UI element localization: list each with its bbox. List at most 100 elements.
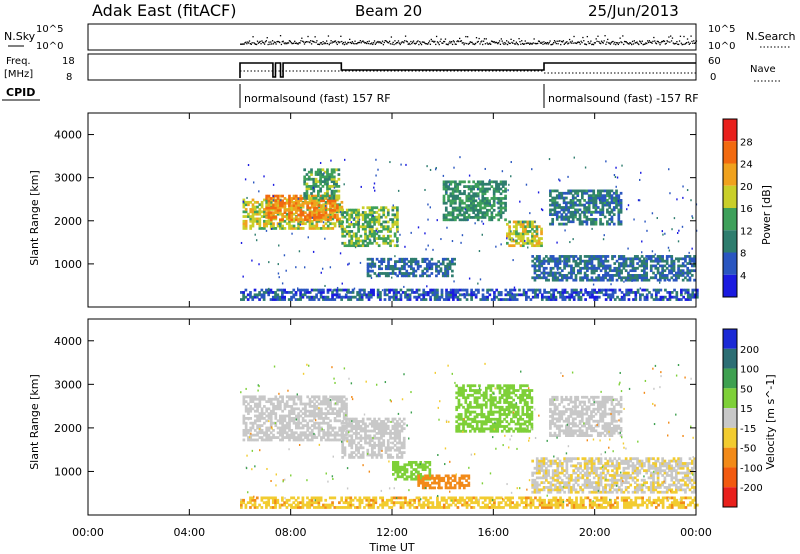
heatmap-cell [333, 186, 336, 189]
heatmap-cell [341, 208, 345, 212]
heatmap-cell [615, 271, 619, 275]
heatmap-cell [470, 187, 473, 191]
heatmap-cell [242, 428, 246, 432]
heatmap-cell [386, 448, 390, 452]
noise-point [453, 41, 455, 43]
heatmap-cell [458, 484, 462, 487]
heatmap-cell [351, 295, 355, 299]
heatmap-cell [465, 291, 469, 294]
noise-point [471, 41, 473, 44]
heatmap-cell [597, 291, 601, 294]
heatmap-cell [338, 412, 341, 416]
heatmap-cell [497, 182, 501, 186]
heatmap-cell [693, 269, 696, 273]
heatmap-cell [624, 262, 628, 265]
noise-point [545, 42, 547, 44]
heatmap-cell [350, 244, 354, 248]
heatmap-cell [482, 222, 485, 225]
heatmap-cell [350, 446, 354, 450]
heatmap-cell [436, 219, 438, 222]
heatmap-cell [357, 222, 360, 226]
noise-point [682, 43, 684, 46]
heatmap-cell [615, 274, 619, 277]
heatmap-cell [373, 262, 377, 266]
heatmap-cell [338, 438, 341, 442]
heatmap-cell [569, 199, 573, 202]
heatmap-cell [391, 427, 395, 431]
heatmap-cell [563, 264, 566, 268]
heatmap-cell [358, 293, 362, 297]
heatmap-cell [389, 244, 392, 248]
heatmap-cell [438, 298, 442, 301]
heatmap-cell [292, 409, 296, 413]
heatmap-cell [577, 291, 581, 294]
heatmap-cell [474, 295, 478, 299]
heatmap-cell [242, 205, 246, 209]
heatmap-cell [303, 288, 307, 292]
heatmap-cell [567, 264, 571, 268]
heatmap-cell [281, 205, 284, 209]
noise-point [267, 43, 269, 46]
heatmap-cell [269, 224, 273, 228]
heatmap-cell [357, 455, 360, 459]
noise-point [600, 40, 603, 42]
heatmap-cell [306, 219, 310, 223]
heatmap-cell [292, 197, 296, 200]
heatmap-cell [329, 222, 332, 226]
heatmap-cell [405, 468, 409, 471]
heatmap-cell [340, 395, 344, 399]
heatmap-cell [632, 291, 635, 294]
heatmap-cell [253, 397, 257, 401]
heatmap-cell [361, 417, 365, 421]
heatmap-cell [358, 288, 362, 292]
noise-point [470, 41, 472, 44]
heatmap-cell [627, 298, 631, 301]
noise-point [544, 42, 546, 45]
heatmap-cell [471, 425, 474, 428]
noise-point [670, 40, 673, 42]
heatmap-cell [324, 206, 328, 210]
heatmap-cell [599, 201, 602, 205]
heatmap-cell [419, 475, 423, 479]
heatmap-cell [547, 278, 550, 282]
heatmap-cell [249, 219, 253, 223]
noise-point [368, 40, 370, 42]
heatmap-cell [672, 264, 676, 268]
heatmap-cell [279, 407, 282, 411]
heatmap-cell [386, 444, 390, 447]
heatmap-cell [659, 281, 661, 284]
heatmap-cell [249, 293, 252, 297]
heatmap-cell [386, 453, 390, 457]
heatmap-cell [391, 424, 395, 428]
heatmap-cell [347, 263, 349, 266]
heatmap-cell [446, 486, 450, 490]
noise-point [529, 42, 532, 44]
heatmap-cell [631, 276, 635, 280]
heatmap-cell [590, 201, 593, 205]
heatmap-cell [310, 199, 314, 203]
heatmap-cell [395, 291, 398, 294]
heatmap-cell [424, 232, 426, 235]
heatmap-cell [453, 280, 455, 283]
heatmap-cell [393, 232, 397, 236]
heatmap-cell [453, 257, 456, 261]
heatmap-cell [382, 239, 386, 243]
cpid-label: CPID [6, 86, 35, 99]
heatmap-cell [639, 178, 641, 181]
heatmap-cell [364, 225, 367, 229]
heatmap-cell [458, 476, 462, 480]
heatmap-cell [407, 272, 411, 275]
heatmap-cell [688, 255, 692, 258]
noise-point [457, 40, 459, 42]
heatmap-cell [549, 259, 553, 263]
heatmap-cell [375, 174, 377, 177]
heatmap-cell [329, 400, 332, 404]
noise-point [528, 42, 530, 44]
heatmap-cell [556, 241, 558, 244]
heatmap-cell [426, 481, 430, 485]
noise-point [316, 40, 318, 42]
heatmap-cell [258, 395, 262, 399]
heatmap-cell [501, 170, 504, 173]
noise-point [538, 40, 541, 43]
